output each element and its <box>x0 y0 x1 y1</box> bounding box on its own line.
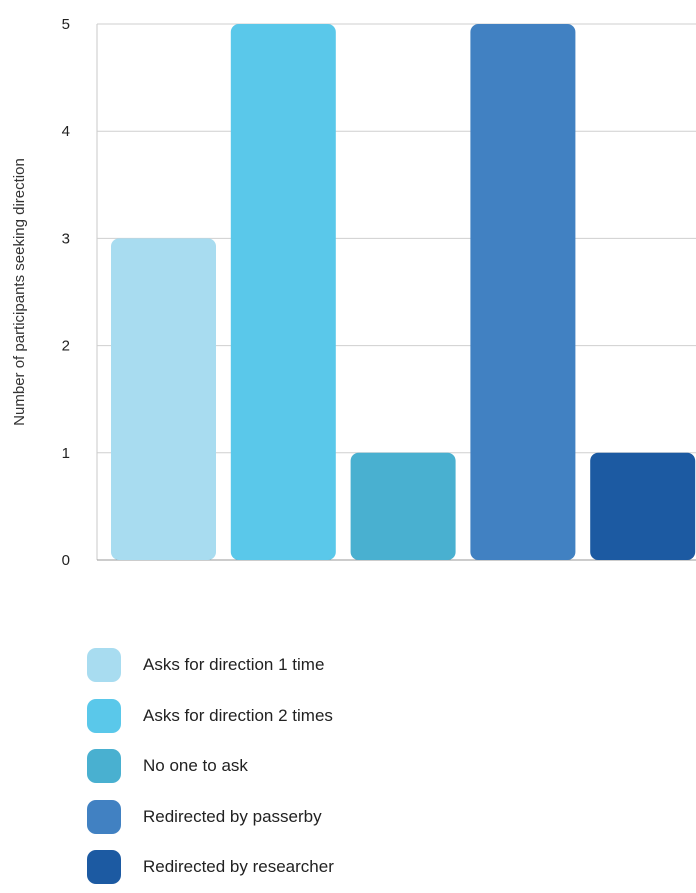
legend-swatch <box>87 799 121 834</box>
legend-swatch <box>87 648 121 683</box>
y-tick-label: 5 <box>62 16 70 33</box>
legend-label: Redirected by passerby <box>143 806 322 826</box>
legend-swatch <box>87 698 121 733</box>
bars <box>111 24 696 560</box>
bar-chart: 0 1 2 3 4 5 Number of participants seeking di… <box>11 16 696 569</box>
legend-item: Asks for direction 2 times <box>87 691 587 742</box>
y-axis-label: Number of participants seeking direction <box>11 158 28 426</box>
legend-label: Asks for direction 1 time <box>143 655 325 675</box>
legend-label: Asks for direction 2 times <box>143 705 333 725</box>
bar-5 <box>590 452 696 560</box>
y-tick-label: 3 <box>62 230 70 247</box>
legend: Asks for direction 1 time Asks for direct… <box>87 640 587 893</box>
legend-label: Redirected by researcher <box>143 857 334 877</box>
legend-swatch <box>87 850 121 885</box>
y-tick-label: 4 <box>62 123 70 140</box>
bar-2 <box>230 24 336 560</box>
bar-1 <box>111 238 216 560</box>
y-tick-label: 0 <box>62 552 70 569</box>
y-tick-labels: 0 1 2 3 4 5 <box>62 16 70 569</box>
y-tick-label: 1 <box>62 445 70 462</box>
y-tick-label: 2 <box>62 338 70 355</box>
legend-item: Redirected by researcher <box>87 842 587 893</box>
legend-item: Redirected by passerby <box>87 792 587 843</box>
legend-item: Asks for direction 1 time <box>87 640 587 691</box>
legend-item: No one to ask <box>87 741 587 792</box>
legend-swatch <box>87 749 121 784</box>
legend-label: No one to ask <box>143 756 248 776</box>
bar-4 <box>470 24 576 560</box>
bar-3 <box>350 452 456 560</box>
